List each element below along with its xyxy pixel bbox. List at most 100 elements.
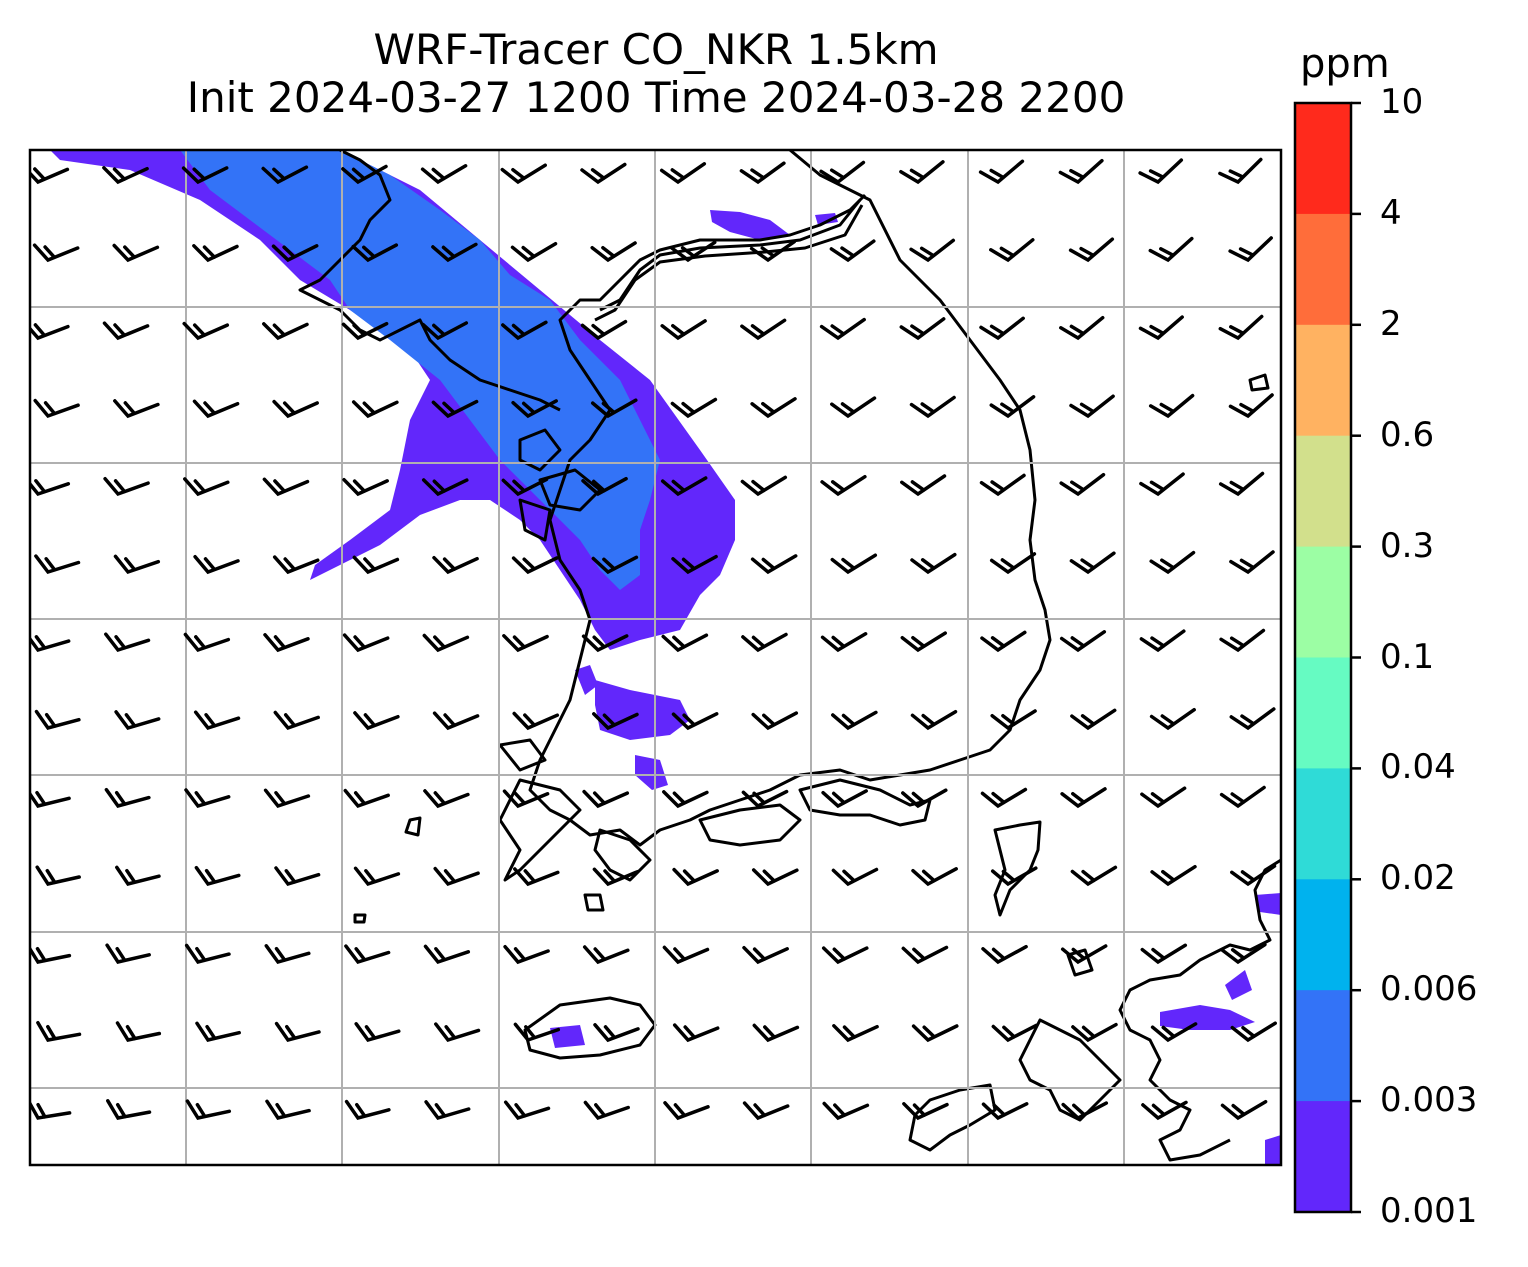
wind-barb <box>830 553 878 575</box>
wind-barb <box>1059 315 1105 341</box>
wind-barb <box>593 1023 640 1043</box>
wind-barb <box>421 478 469 497</box>
wind-barb <box>183 632 231 653</box>
wind-barb <box>113 554 161 575</box>
wind-barb <box>1069 394 1115 419</box>
colorbar-tick-label: 0.3 <box>1380 525 1435 566</box>
wind-barb <box>662 945 710 965</box>
wind-barb <box>193 710 241 731</box>
wind-barb <box>590 241 637 263</box>
wind-barb <box>34 554 81 575</box>
wind-barb <box>104 632 151 653</box>
wind-barb <box>511 556 559 575</box>
wind-barb <box>341 321 389 341</box>
wind-barb <box>819 160 866 185</box>
wind-barb <box>990 866 1038 887</box>
wind-barb <box>901 945 949 965</box>
wind-barb <box>184 943 231 964</box>
wind-barb <box>263 788 311 809</box>
wind-barb <box>1218 157 1263 185</box>
colorbar-tick-label: 0.003 <box>1380 1080 1478 1121</box>
wind-barb <box>1060 787 1107 809</box>
wind-barb <box>343 788 390 809</box>
wind-barb <box>671 712 719 731</box>
wind-barb <box>1148 393 1195 419</box>
colorbar-bin <box>1295 324 1351 437</box>
wind-barb <box>341 164 388 185</box>
wind-barb <box>672 867 719 887</box>
wind-barb <box>592 712 639 731</box>
wind-barb <box>34 709 81 731</box>
wind-barb <box>910 709 958 731</box>
map-frame <box>28 148 1283 1167</box>
wind-barb <box>30 323 70 341</box>
wind-barb <box>423 944 471 965</box>
wind-barb <box>981 1102 1029 1121</box>
wind-barb <box>752 1023 800 1043</box>
wind-barb <box>113 399 160 419</box>
gridlines <box>30 150 1281 1165</box>
wind-barb <box>580 319 628 341</box>
wind-barb <box>1230 1021 1277 1043</box>
wind-barb <box>1148 236 1194 263</box>
wind-barb <box>990 709 1037 731</box>
wind-barb <box>115 865 161 886</box>
wind-barb <box>104 787 151 809</box>
wind-barb <box>262 322 309 341</box>
wind-barb <box>740 318 787 341</box>
wind-barb <box>184 788 231 809</box>
wind-barb <box>194 865 241 887</box>
wind-barb <box>911 867 958 887</box>
wind-barb <box>581 476 628 497</box>
wind-barb <box>503 944 550 965</box>
wind-barb <box>980 630 1027 653</box>
wind-barb <box>30 790 71 808</box>
wind-barb <box>660 319 707 341</box>
wind-barb <box>1070 865 1118 887</box>
wind-barb <box>103 476 150 497</box>
wind-barb <box>739 161 786 185</box>
wind-barb <box>500 163 547 185</box>
wind-barb <box>989 395 1036 419</box>
wind-barb <box>829 239 876 263</box>
wind-barb <box>1219 785 1266 809</box>
wind-barb <box>181 166 229 185</box>
wind-barb <box>902 1102 949 1121</box>
wind-barb <box>661 633 709 653</box>
wind-barb <box>583 1100 630 1121</box>
wind-barb <box>981 944 1028 965</box>
title-line-1: WRF-Tracer CO_NKR 1.5km <box>373 25 939 74</box>
colorbar-tick-label: 0.04 <box>1380 747 1456 788</box>
colorbar-bin <box>1295 768 1351 880</box>
wind-barb <box>354 1022 401 1043</box>
colorbar-tick-label: 4 <box>1380 192 1402 233</box>
wind-barb <box>1139 629 1186 653</box>
wind-barb <box>1069 551 1116 575</box>
wind-barb <box>1060 944 1108 965</box>
wind-barb <box>1149 550 1196 575</box>
wind-barb <box>112 243 160 263</box>
wind-barb <box>750 397 797 419</box>
wind-barb <box>670 397 718 419</box>
wind-barb <box>272 399 319 419</box>
wind-barb <box>115 1021 162 1042</box>
wind-barb <box>431 399 479 419</box>
wind-barb <box>511 399 558 419</box>
wind-barb <box>662 790 709 809</box>
wind-barb <box>663 1101 710 1121</box>
wind-barb <box>590 398 638 419</box>
wind-barb <box>423 789 470 809</box>
title-line-2: Init 2024-03-27 1200 Time 2024-03-28 220… <box>186 73 1126 122</box>
wind-barb <box>501 320 548 341</box>
wind-barb <box>342 477 389 497</box>
wind-barb <box>672 1023 720 1043</box>
colorbar-tick-label: 0.1 <box>1380 636 1435 677</box>
wind-barb <box>1229 707 1276 731</box>
wind-barb <box>106 1099 152 1120</box>
wind-barb <box>502 789 550 809</box>
wind-barb <box>741 632 788 653</box>
colorbar <box>1295 101 1361 1214</box>
wind-barb <box>591 555 639 575</box>
wind-barb <box>192 399 240 419</box>
wind-barb <box>432 555 479 575</box>
